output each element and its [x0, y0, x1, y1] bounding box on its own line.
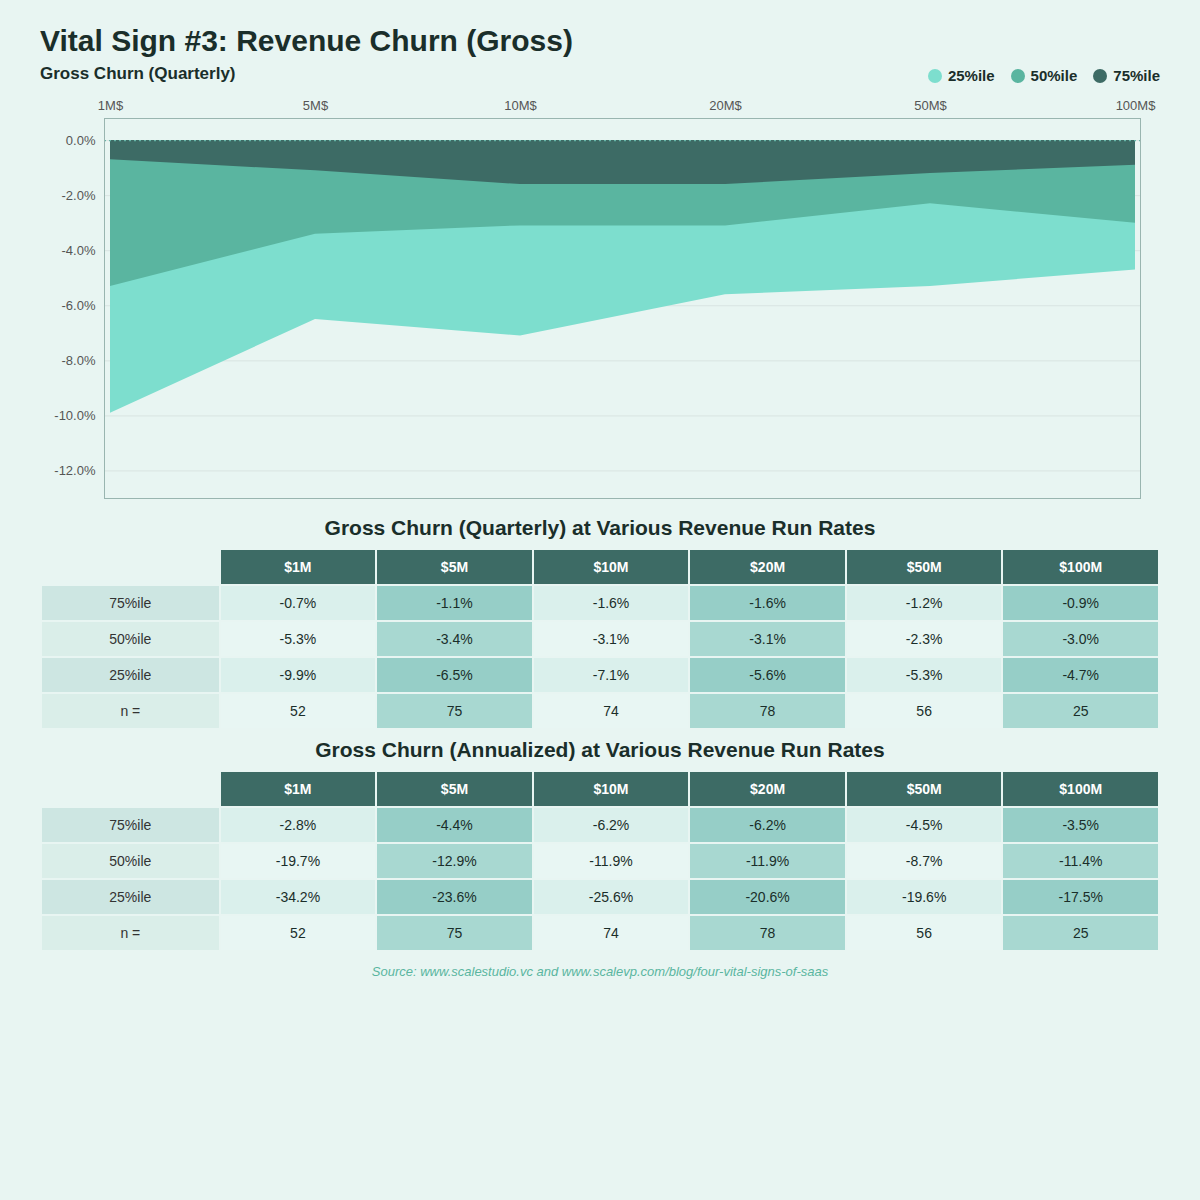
- html-text:50%ile: 50%ile: [109, 631, 152, 647]
- html-text:25: 25: [1072, 925, 1089, 941]
- html-text:-9.9%: -9.9%: [279, 667, 317, 683]
- html-text:74: 74: [603, 925, 619, 941]
- html-text:-2.8%: -2.8%: [279, 817, 317, 833]
- html-text:n =: n =: [120, 703, 141, 719]
- html-text:-6.5%: -6.5%: [436, 667, 473, 683]
- html-text:75%ile: 75%ile: [1113, 67, 1160, 84]
- html-text:-11.9%: -11.9%: [589, 853, 633, 869]
- svg-text:-8.0%: -8.0%: [62, 353, 96, 368]
- html-text:-19.6%: -19.6%: [902, 889, 947, 905]
- html-text:-6.2%: -6.2%: [592, 817, 630, 833]
- html-text:-20.6%: -20.6%: [745, 889, 790, 905]
- html-text:n =: n =: [120, 925, 141, 941]
- html-text:-23.6%: -23.6%: [432, 889, 477, 905]
- html-text:75: 75: [446, 703, 463, 719]
- html-text:-3.1%: -3.1%: [749, 631, 786, 647]
- svg-text:50M$: 50M$: [914, 98, 947, 113]
- svg-text:-2.0%: -2.0%: [62, 188, 96, 203]
- html-text:78: 78: [759, 703, 776, 719]
- html-text:25%ile: 25%ile: [109, 889, 152, 905]
- html-text:-34.2%: -34.2%: [275, 889, 321, 905]
- html-text:75: 75: [446, 925, 463, 941]
- html-text:25: 25: [1072, 703, 1089, 719]
- svg-text:-4.0%: -4.0%: [62, 243, 96, 258]
- html-text:25%ile: 25%ile: [109, 667, 152, 683]
- html-text:75%ile: 75%ile: [109, 817, 152, 833]
- svg-text:-6.0%: -6.0%: [62, 298, 96, 313]
- svg-text:1M$: 1M$: [98, 98, 124, 113]
- html-text:25%ile: 25%ile: [947, 67, 995, 84]
- html-text:52: 52: [290, 925, 306, 941]
- html-text:-2.3%: -2.3%: [905, 631, 943, 647]
- svg-text:0.0%: 0.0%: [66, 133, 96, 148]
- html-text:$20M: $20M: [750, 781, 786, 797]
- html-text:-7.1%: -7.1%: [592, 667, 630, 683]
- html-text:-3.0%: -3.0%: [1062, 631, 1099, 647]
- html-text:-25.6%: -25.6%: [588, 889, 634, 905]
- html-text:-3.5%: -3.5%: [1062, 817, 1099, 833]
- html-text:-5.3%: -5.3%: [279, 631, 317, 647]
- html-text:75%ile: 75%ile: [109, 595, 152, 611]
- html-text:-4.5%: -4.5%: [905, 817, 943, 833]
- html-text:-8.7%: -8.7%: [905, 853, 943, 869]
- html-text:-0.9%: -0.9%: [1062, 595, 1099, 611]
- html-text:$1M: $1M: [284, 559, 312, 575]
- svg-text:100M$: 100M$: [1116, 98, 1157, 113]
- html-text:$20M: $20M: [750, 559, 786, 575]
- html-text:74: 74: [603, 703, 619, 719]
- html-text:-0.7%: -0.7%: [279, 595, 317, 611]
- html-text:-1.6%: -1.6%: [749, 595, 786, 611]
- html-text:-17.5%: -17.5%: [1058, 889, 1103, 905]
- html-text:-4.7%: -4.7%: [1062, 667, 1099, 683]
- html-text:-12.9%: -12.9%: [432, 853, 477, 869]
- html-text:$5M: $5M: [440, 781, 469, 797]
- html-text:$100M: $100M: [1059, 559, 1103, 575]
- html-text:$5M: $5M: [440, 559, 469, 575]
- html-text:-6.2%: -6.2%: [749, 817, 786, 833]
- html-text:Gross Churn (Quarterly) at Var: Gross Churn (Quarterly) at Various Reven…: [324, 516, 876, 539]
- svg-text:20M$: 20M$: [709, 98, 742, 113]
- html-text:$50M: $50M: [906, 781, 942, 797]
- html-text:$10M: $10M: [593, 559, 629, 575]
- html-text:56: 56: [916, 925, 932, 941]
- html-text:-19.7%: -19.7%: [275, 853, 321, 869]
- html-text:$50M: $50M: [906, 559, 942, 575]
- html-text:Source: www.scalestudio.vc and: Source: www.scalestudio.vc and www.scale…: [371, 964, 829, 979]
- html-text:Gross Churn (Quarterly): Gross Churn (Quarterly): [40, 64, 236, 83]
- html-text:$10M: $10M: [593, 781, 629, 797]
- html-text:-5.3%: -5.3%: [905, 667, 943, 683]
- html-text:50%ile: 50%ile: [109, 853, 152, 869]
- html-text:$1M: $1M: [284, 781, 312, 797]
- html-text:Vital Sign #3: Revenue Churn (: Vital Sign #3: Revenue Churn (Gross): [40, 24, 573, 57]
- html-text:-4.4%: -4.4%: [436, 817, 473, 833]
- html-text:Gross Churn (Annualized) at Va: Gross Churn (Annualized) at Various Reve…: [315, 738, 885, 761]
- html-text:-5.6%: -5.6%: [749, 667, 786, 683]
- html-text:56: 56: [916, 703, 932, 719]
- html-text:-11.9%: -11.9%: [745, 853, 790, 869]
- svg-text:-10.0%: -10.0%: [54, 408, 96, 423]
- html-text:78: 78: [759, 925, 776, 941]
- svg-text:5M$: 5M$: [303, 98, 329, 113]
- html-text:-3.1%: -3.1%: [592, 631, 630, 647]
- html-text:-1.1%: -1.1%: [436, 595, 473, 611]
- svg-text:10M$: 10M$: [504, 98, 537, 113]
- svg-text:-12.0%: -12.0%: [54, 463, 96, 478]
- html-text:-11.4%: -11.4%: [1059, 853, 1103, 869]
- html-text:-1.2%: -1.2%: [905, 595, 943, 611]
- html-text:-3.4%: -3.4%: [436, 631, 473, 647]
- html-text:50%ile: 50%ile: [1030, 67, 1078, 84]
- html-text:52: 52: [290, 703, 306, 719]
- html-text:$100M: $100M: [1059, 781, 1103, 797]
- html-text:-1.6%: -1.6%: [592, 595, 630, 611]
